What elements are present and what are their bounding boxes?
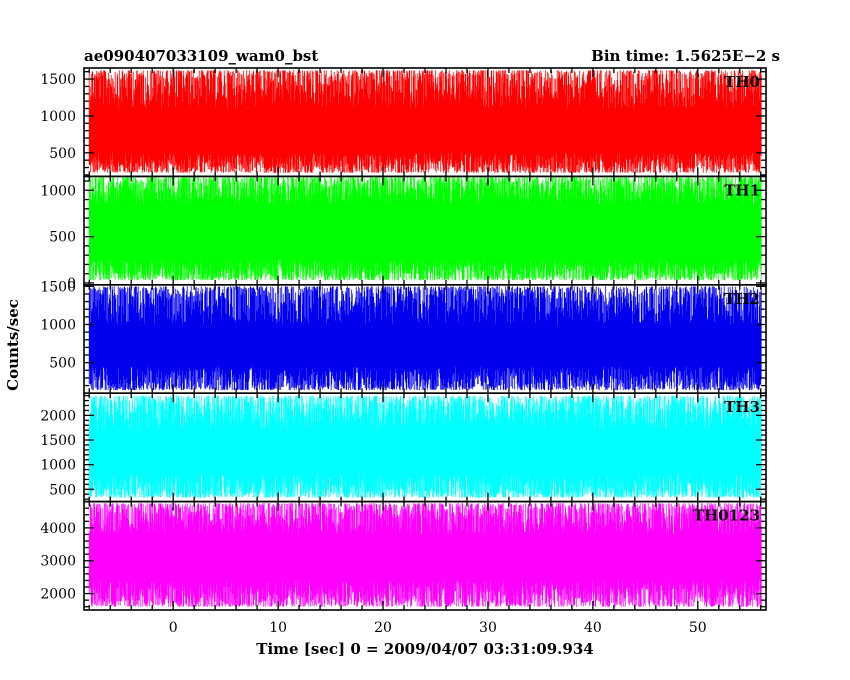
panel-th3: 500 1000 1500 2000 TH3 — [40, 392, 767, 503]
x-tick-label: 20 — [374, 620, 392, 636]
y-tick-label: 1500 — [40, 279, 76, 295]
series-name-th0123: TH0123 — [693, 507, 760, 525]
x-tick-label: 10 — [269, 620, 287, 636]
panel-th1: 0 500 1000 TH1 — [40, 175, 767, 292]
x-tick-label: 0 — [169, 620, 178, 636]
y-tick-label: 2000 — [40, 408, 76, 424]
series-th3-trace — [88, 395, 762, 498]
y-tick-label: 1000 — [40, 183, 76, 199]
y-tick-label: 2000 — [40, 587, 76, 603]
y-tick-label: 0 — [67, 276, 76, 292]
x-tick-label: 30 — [479, 620, 497, 636]
y-tick-label: 500 — [49, 356, 76, 372]
panel-th2: 500 1000 1500 TH2 — [40, 279, 767, 394]
x-tick-label: 40 — [584, 620, 602, 636]
y-tick-label: 3000 — [40, 554, 76, 570]
panel-th0: 500 1000 1500 TH0 — [40, 67, 767, 178]
x-axis-label: Time [sec] 0 = 2009/04/07 03:31:09.934 — [256, 640, 593, 658]
series-th1-trace — [88, 176, 762, 281]
y-tick-label: 1500 — [40, 72, 76, 88]
series-name-th3: TH3 — [724, 398, 760, 416]
y-axis-label: Counts/sec — [4, 299, 22, 391]
y-tick-label: 500 — [49, 230, 76, 246]
series-name-th1: TH1 — [724, 181, 760, 199]
series-name-th2: TH2 — [724, 290, 760, 308]
x-tick-label: 50 — [689, 620, 707, 636]
y-tick-label: 1000 — [40, 458, 76, 474]
plot-title: ae090407033109_wam0_bst — [84, 47, 318, 65]
series-name-th0: TH0 — [724, 73, 760, 91]
y-tick-label: 4000 — [40, 521, 76, 537]
y-tick-label: 1000 — [40, 109, 76, 125]
y-tick-label: 500 — [49, 146, 76, 162]
y-tick-label: 1000 — [40, 317, 76, 333]
y-tick-label: 500 — [49, 482, 76, 498]
series-th2-trace — [88, 286, 762, 391]
series-th0123-trace — [88, 503, 762, 607]
y-tick-label: 1500 — [40, 433, 76, 449]
series-th0-trace — [88, 70, 762, 173]
panel-th0123: 2000 3000 4000 TH0123 — [40, 500, 767, 611]
bin-time-label: Bin time: 1.5625E−2 s — [591, 47, 780, 65]
